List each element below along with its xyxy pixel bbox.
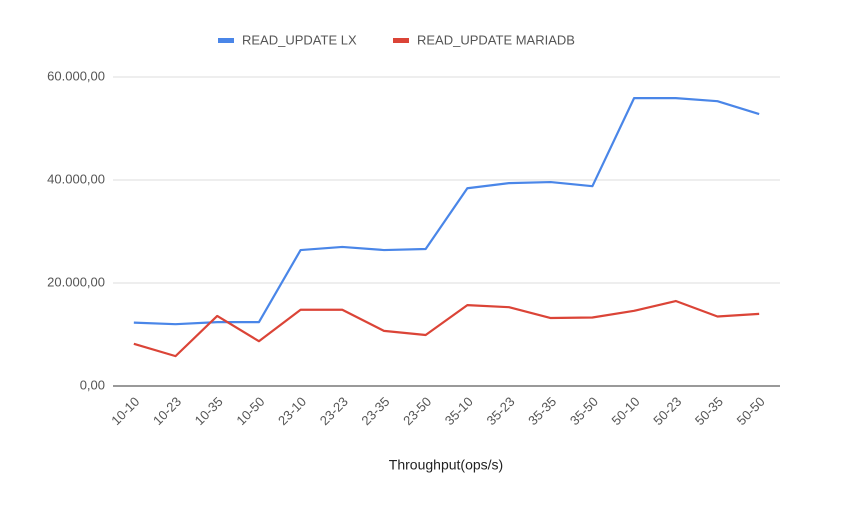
x-tick-label: 50-10 bbox=[609, 394, 643, 428]
x-tick-label: 23-10 bbox=[275, 394, 309, 428]
x-tick-label: 23-35 bbox=[358, 394, 392, 428]
x-tick-label: 10-10 bbox=[108, 394, 142, 428]
line-series bbox=[133, 299, 760, 358]
x-tick-label: 50-23 bbox=[650, 394, 684, 428]
line-series bbox=[133, 97, 760, 326]
x-tick-label: 35-35 bbox=[525, 394, 559, 428]
x-tick-label: 10-35 bbox=[192, 394, 226, 428]
x-tick-label: 35-23 bbox=[483, 394, 517, 428]
y-tick-label: 0,00 bbox=[80, 377, 105, 392]
x-tick-label: 23-23 bbox=[317, 394, 351, 428]
x-tick-label: 10-23 bbox=[150, 394, 184, 428]
legend-swatch bbox=[218, 38, 234, 43]
legend-label: READ_UPDATE MARIADB bbox=[417, 32, 575, 47]
legend-label: READ_UPDATE LX bbox=[242, 32, 357, 47]
x-tick-label: 50-35 bbox=[692, 394, 726, 428]
x-axis-title: Throughput(ops/s) bbox=[389, 457, 503, 473]
x-tick-label: 50-50 bbox=[734, 394, 768, 428]
y-tick-label: 20.000,00 bbox=[47, 274, 105, 289]
x-tick-label: 23-50 bbox=[400, 394, 434, 428]
legend-swatch bbox=[393, 38, 409, 43]
x-tick-label: 35-50 bbox=[567, 394, 601, 428]
x-tick-label: 10-50 bbox=[233, 394, 267, 428]
y-tick-label: 60.000,00 bbox=[47, 68, 105, 83]
x-tick-label: 35-10 bbox=[442, 394, 476, 428]
y-tick-label: 40.000,00 bbox=[47, 171, 105, 186]
